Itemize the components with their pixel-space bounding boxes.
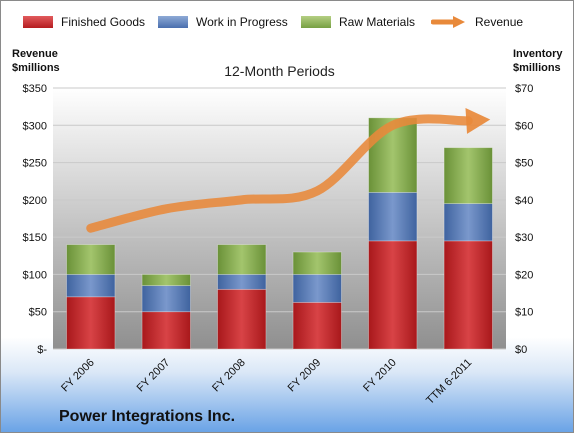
right-tick-label: $20 (515, 269, 533, 281)
bar-raw-materials (141, 274, 191, 287)
legend-swatch-work-in-progress (158, 16, 188, 28)
legend-label-finished-goods: Finished Goods (61, 15, 146, 29)
left-tick-label: $- (37, 344, 47, 356)
right-tick-label: $60 (515, 120, 533, 132)
right-axis-title-line2: $millions (513, 62, 561, 74)
x-tick-label: FY 2007 (135, 357, 173, 395)
left-axis-title-line1: Revenue (12, 48, 58, 60)
legend-item-finished-goods: Finished Goods (23, 15, 145, 29)
revenue-line-path (86, 114, 473, 233)
right-tick-label: $0 (515, 344, 527, 356)
x-tick-label: FY 2010 (361, 357, 399, 395)
bar-finished-goods (141, 311, 191, 350)
x-tick-label: FY 2009 (286, 357, 324, 395)
x-axis-ticks: FY 2006 FY 2007 FY 2008 FY 2009 FY 2010 TTM 6… (59, 357, 474, 407)
legend-label-work-in-progress: Work in Progress (196, 15, 288, 29)
revenue-arrow-icon (431, 16, 465, 28)
right-tick-label: $30 (515, 232, 533, 244)
bar-work-in-progress (443, 203, 493, 242)
legend-item-raw-materials: Raw Materials (301, 15, 415, 29)
right-axis-title-line1: Inventory (513, 48, 563, 60)
legend-swatch-finished-goods (23, 16, 53, 28)
left-tick-label: $200 (23, 195, 47, 207)
legend-label-revenue: Revenue (475, 15, 524, 29)
bar-finished-goods (66, 296, 116, 350)
bar-raw-materials (66, 244, 116, 275)
bar-finished-goods (292, 301, 342, 350)
revenue-arrowhead (465, 107, 491, 134)
legend-swatch-raw-materials (301, 16, 331, 28)
right-tick-label: $70 (515, 83, 533, 95)
bar-work-in-progress (217, 274, 267, 290)
bar-raw-materials (443, 147, 493, 204)
bar-raw-materials (292, 251, 342, 275)
legend-item-revenue: Revenue (431, 15, 523, 29)
bar-work-in-progress (66, 274, 116, 298)
grid-lines (53, 87, 506, 350)
left-axis-title-line2: $millions (12, 62, 60, 74)
left-axis-title: Revenue $millions (12, 47, 60, 75)
right-axis-title: Inventory $millions (513, 47, 563, 75)
right-tick-label: $10 (515, 307, 533, 319)
bar-work-in-progress (141, 285, 191, 313)
bar-finished-goods (368, 240, 418, 350)
left-tick-label: $50 (29, 307, 47, 319)
left-tick-label: $250 (23, 158, 47, 170)
legend-label-raw-materials: Raw Materials (339, 15, 416, 29)
x-tick-label: TTM 6-2011 (424, 357, 474, 407)
revenue-line (86, 107, 491, 233)
left-axis-ticks: $- $50 $100 $150 $200 $250 $300 $350 (23, 83, 48, 356)
x-tick-label: FY 2006 (59, 357, 97, 395)
left-tick-label: $100 (23, 269, 47, 281)
right-axis-ticks: $0 $10 $20 $30 $40 $50 $60 $70 (515, 83, 533, 356)
right-tick-label: $50 (515, 158, 533, 170)
bar-raw-materials (217, 244, 267, 275)
x-tick-label: FY 2008 (210, 357, 248, 395)
right-tick-label: $40 (515, 195, 533, 207)
bars (66, 117, 493, 350)
legend-item-work-in-progress: Work in Progress (158, 15, 288, 29)
bar-finished-goods (217, 288, 267, 350)
plot-title: 12-Month Periods (224, 63, 335, 79)
bar-work-in-progress (368, 191, 418, 242)
bar-finished-goods (443, 240, 493, 350)
bar-work-in-progress (292, 274, 342, 303)
left-tick-label: $150 (23, 232, 47, 244)
left-tick-label: $300 (23, 120, 47, 132)
left-tick-label: $350 (23, 83, 47, 95)
company-title: Power Integrations Inc. (59, 408, 236, 425)
